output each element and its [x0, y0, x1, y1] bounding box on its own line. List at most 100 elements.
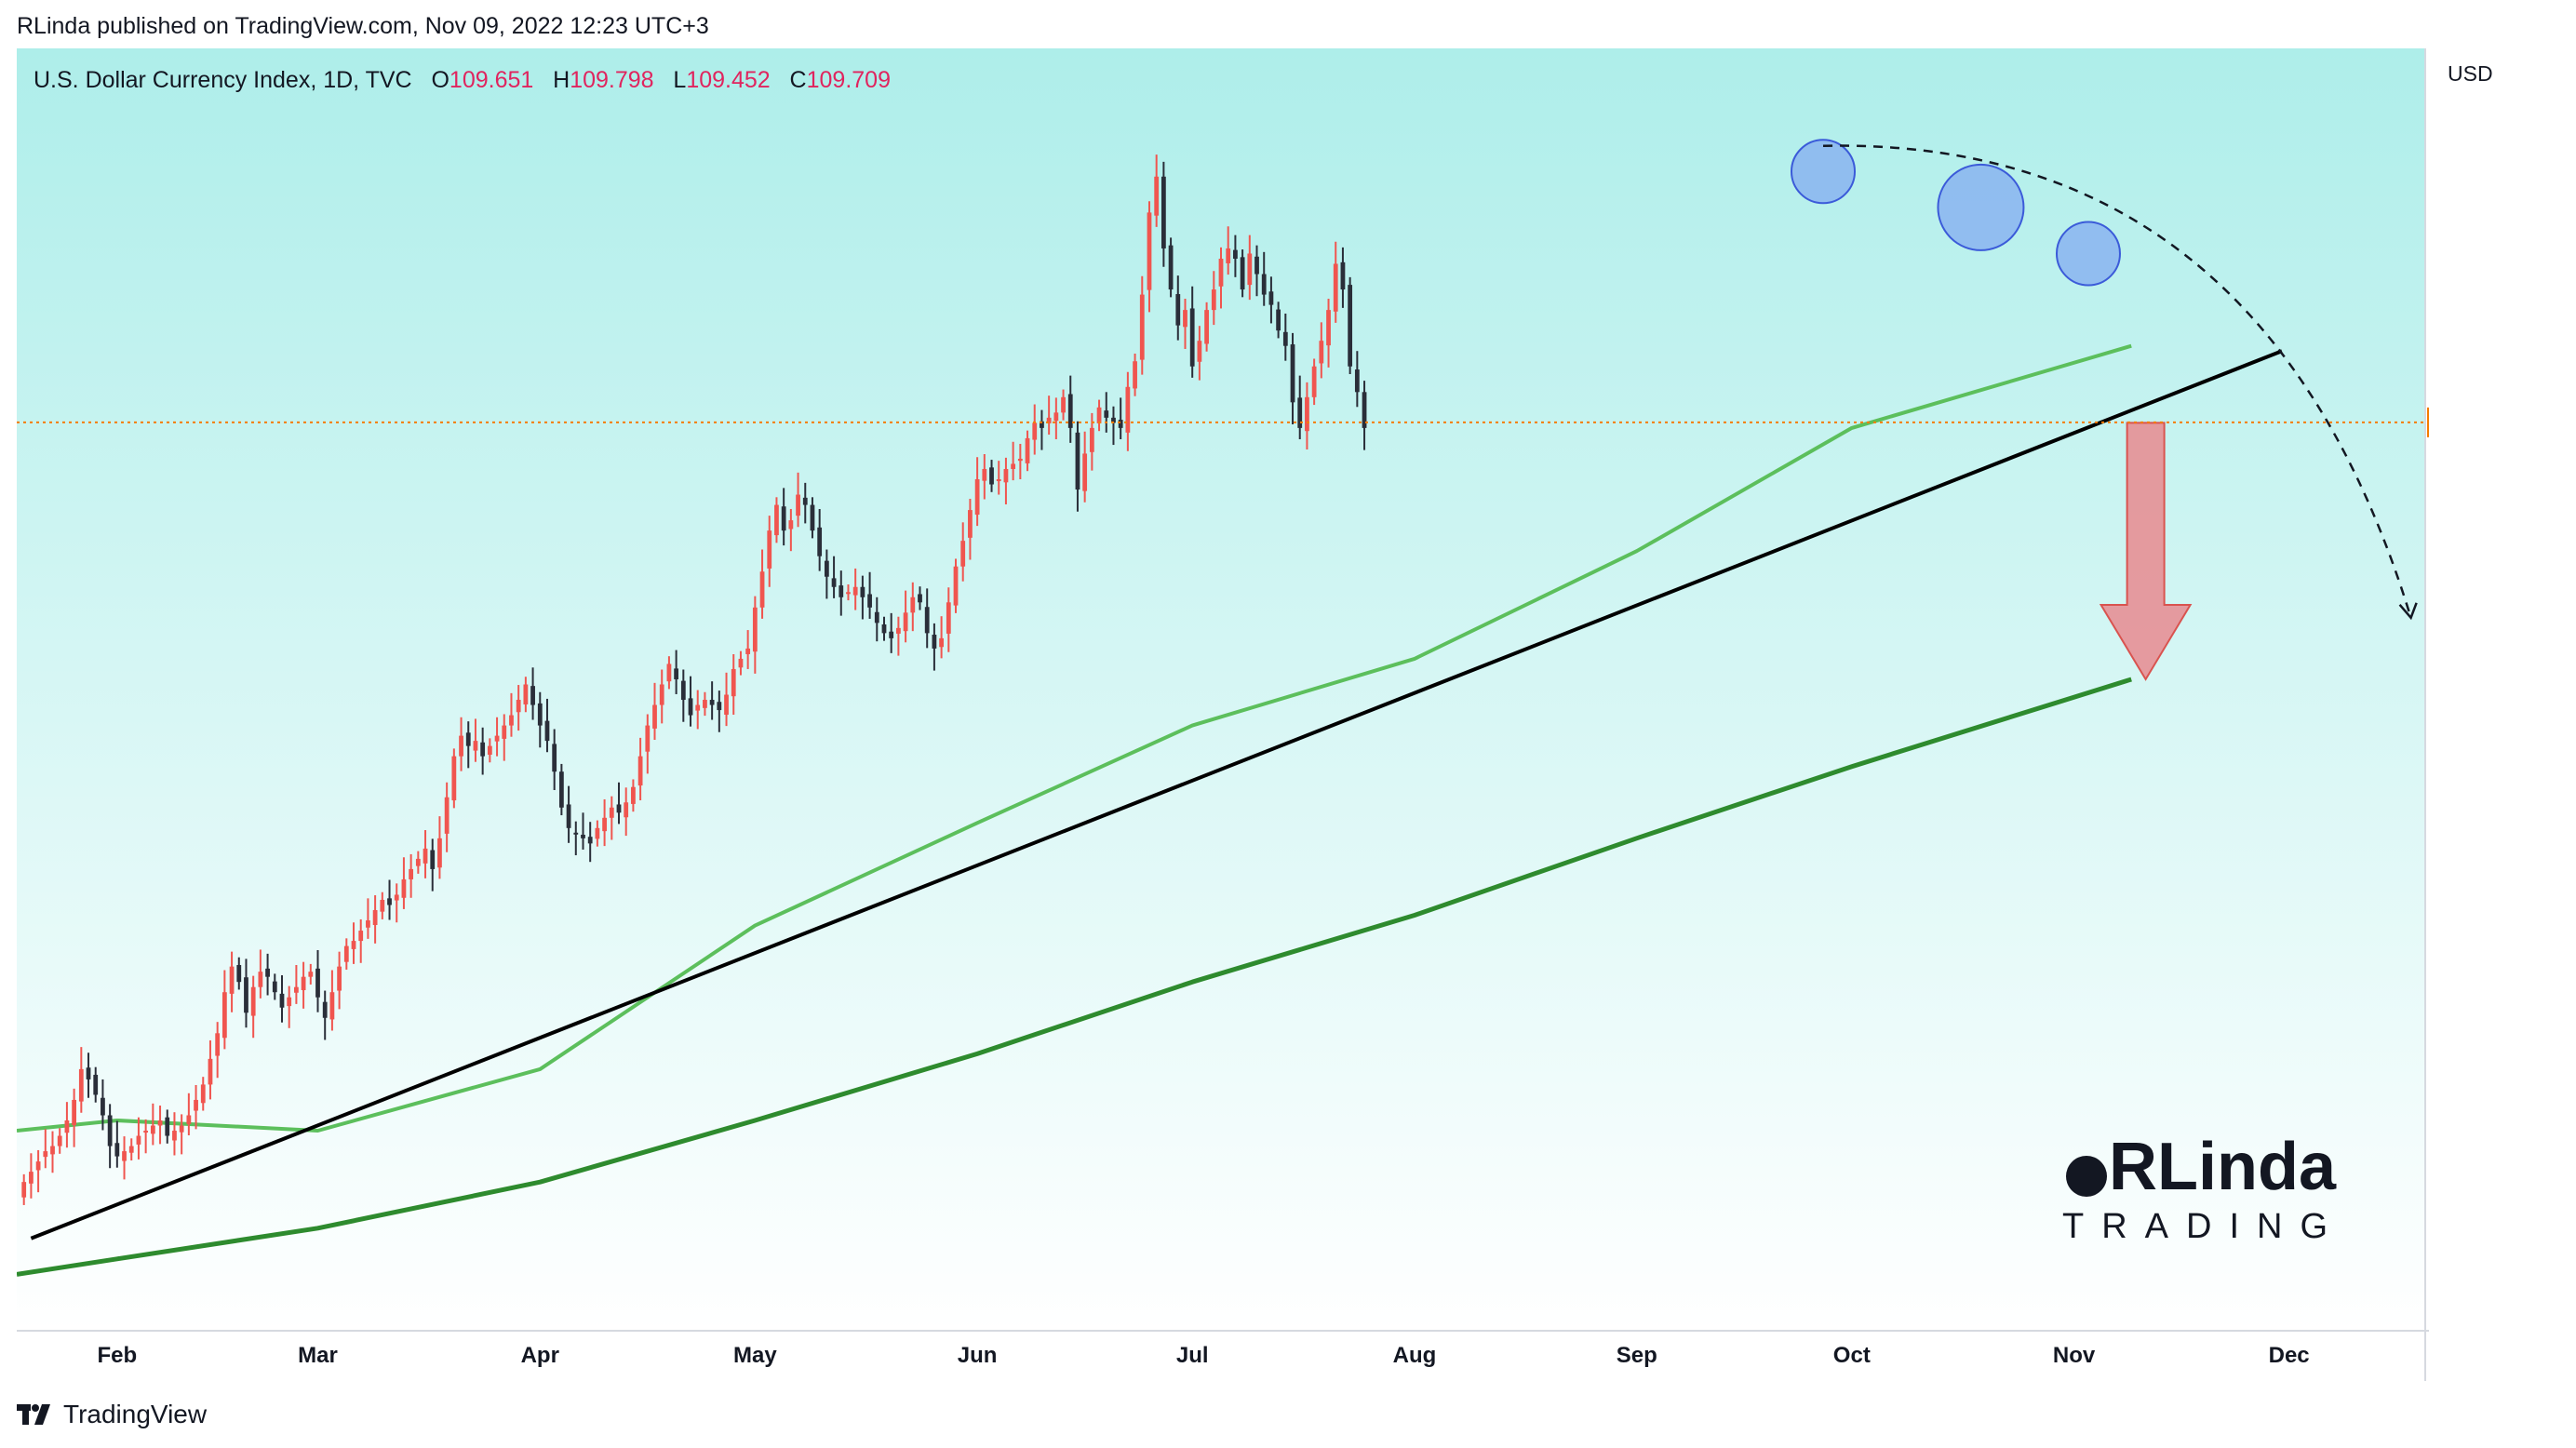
- candle-body: [566, 804, 571, 828]
- candle-body: [1053, 412, 1059, 422]
- candle-body: [1305, 396, 1309, 432]
- candle-body: [781, 506, 786, 531]
- moving-averages: [17, 343, 2132, 1277]
- candle-body: [57, 1135, 62, 1146]
- peak-2-circle: [1937, 163, 2025, 251]
- candle-body: [430, 850, 436, 869]
- candle-body: [409, 868, 414, 879]
- candle-body: [1104, 410, 1109, 418]
- candle-body: [444, 797, 449, 834]
- candle-body: [703, 700, 707, 708]
- price-chart[interactable]: 109.709 92.00094.00096.00098.000100.0001…: [17, 48, 2429, 1381]
- candle-body: [1154, 176, 1160, 216]
- candle-body: [1204, 310, 1209, 344]
- candle-body: [509, 715, 514, 726]
- candle-body: [544, 720, 550, 742]
- candle-body: [896, 627, 901, 634]
- close-label: C: [789, 67, 807, 93]
- low-label: L: [673, 67, 687, 93]
- candle-body: [767, 530, 772, 569]
- candle-body: [1211, 289, 1216, 311]
- candle-body: [287, 997, 292, 1007]
- candle-body: [236, 964, 242, 983]
- candle-body: [329, 992, 335, 1020]
- candle-body: [1125, 386, 1131, 433]
- candle-body: [1326, 310, 1331, 346]
- candle-body: [29, 1172, 34, 1184]
- peak-3-circle: [2055, 221, 2121, 287]
- candle-body: [200, 1084, 206, 1104]
- high-value: 109.798: [570, 67, 654, 93]
- candle-body: [172, 1131, 177, 1141]
- time-tick-label: Jul: [1176, 1343, 1209, 1368]
- time-tick-label: Mar: [298, 1343, 338, 1368]
- candle-body: [502, 725, 507, 739]
- candle-body: [208, 1058, 213, 1085]
- candle-body: [516, 700, 521, 713]
- candle-body: [150, 1125, 155, 1134]
- candle-body: [459, 735, 463, 757]
- candle-body: [136, 1135, 141, 1145]
- candle-body: [1247, 253, 1253, 286]
- open-label: O: [431, 67, 449, 93]
- candle-body: [680, 680, 686, 701]
- candle-body: [72, 1099, 77, 1125]
- candle-body: [1161, 176, 1166, 248]
- symbol-legend[interactable]: U.S. Dollar Currency Index, 1D, TVC O109…: [34, 67, 891, 94]
- candle-body: [1040, 421, 1044, 428]
- candle-body: [652, 704, 657, 729]
- candle-body: [1183, 310, 1187, 328]
- high-label: H: [553, 67, 570, 93]
- candle-body: [616, 804, 622, 813]
- candle-body: [221, 992, 227, 1039]
- candle-body: [1168, 245, 1174, 290]
- candle-body: [1333, 263, 1338, 312]
- candle-body: [465, 732, 471, 746]
- candle-body: [343, 945, 349, 962]
- candle-body: [1011, 463, 1016, 469]
- candles: [21, 154, 1367, 1205]
- candle-body: [709, 700, 715, 705]
- candle-body: [250, 986, 256, 1016]
- candle-body: [1003, 468, 1009, 483]
- candle-body: [968, 510, 973, 538]
- candle-body: [1189, 308, 1195, 367]
- projection-arc: [1822, 144, 2412, 619]
- candle-body: [1233, 249, 1238, 259]
- candle-body: [351, 941, 356, 949]
- candle-body: [846, 592, 851, 595]
- candle-body: [480, 742, 486, 757]
- candle-body: [128, 1146, 134, 1153]
- down-arrow-icon: [2099, 422, 2193, 681]
- candle-body: [78, 1068, 84, 1102]
- candle-body: [1025, 437, 1030, 463]
- candle-body: [215, 1033, 221, 1056]
- candle-body: [1297, 397, 1303, 428]
- candle-body: [387, 898, 392, 905]
- candle-body: [1319, 341, 1324, 364]
- candle-body: [552, 744, 557, 772]
- candle-body: [530, 686, 535, 705]
- footer-brand[interactable]: TradingView: [17, 1400, 207, 1429]
- candle-body: [581, 834, 585, 838]
- candle-body: [366, 920, 370, 928]
- time-axis[interactable]: Feb Mar Apr May Jun Jul Aug Sep Oct Nov Dec: [97, 1343, 2309, 1368]
- candle-body: [1075, 432, 1080, 490]
- candle-body: [1147, 212, 1152, 290]
- candle-body: [624, 802, 629, 818]
- candle-body: [1017, 458, 1023, 462]
- candle-body: [415, 858, 421, 866]
- candle-body: [1268, 291, 1274, 305]
- annotations: 109.709: [17, 139, 2429, 1240]
- candle-body: [860, 586, 865, 597]
- candle-body: [43, 1151, 48, 1158]
- candle-body: [724, 694, 729, 716]
- candle-body: [731, 668, 736, 697]
- candle-body: [1197, 341, 1202, 362]
- candle-body: [802, 497, 808, 505]
- candle-body: [35, 1161, 41, 1171]
- candle-body: [946, 602, 951, 634]
- candle-body: [1218, 258, 1224, 287]
- candle-body: [695, 704, 701, 711]
